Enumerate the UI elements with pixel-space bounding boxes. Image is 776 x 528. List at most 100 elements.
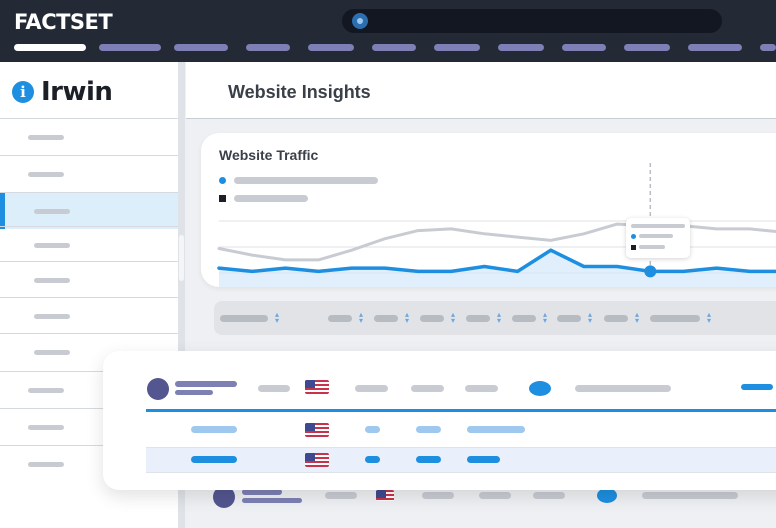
results-table-card [103, 351, 776, 490]
highlight-point [644, 265, 657, 278]
sidebar-item-label [34, 209, 70, 214]
nav-tab[interactable] [562, 44, 606, 51]
legend-label [234, 194, 308, 202]
column-header[interactable] [420, 315, 444, 322]
column-header[interactable] [220, 315, 268, 322]
row-cell [642, 492, 738, 499]
row-cell [325, 492, 357, 499]
row-subtitle [242, 498, 302, 503]
nav-tab[interactable] [99, 44, 161, 51]
series-line [217, 222, 776, 262]
sort-icon[interactable]: ▴ ▾ [707, 310, 712, 325]
sort-icon[interactable]: ▴ ▾ [588, 310, 593, 325]
avatar [147, 378, 169, 400]
row-cell [575, 385, 671, 392]
row-cell [465, 385, 498, 392]
search-icon[interactable] [352, 13, 368, 29]
column-header[interactable] [512, 315, 536, 322]
legend-swatch [219, 194, 226, 202]
status-badge [597, 488, 617, 503]
row-cell [191, 456, 237, 463]
row-cell [411, 385, 444, 392]
sidebar-item-label [34, 314, 70, 319]
row-cell [422, 492, 454, 499]
sidebar-scrollbar[interactable] [178, 62, 185, 528]
nav-tab[interactable] [246, 44, 290, 51]
sidebar-item[interactable] [0, 408, 180, 445]
row-action[interactable] [741, 384, 773, 390]
us-flag-icon [305, 423, 329, 437]
main-header: Website Insights [186, 62, 776, 118]
sidebar-item[interactable] [0, 118, 180, 155]
row-name [242, 489, 282, 495]
sort-icon[interactable]: ▴ ▾ [497, 310, 502, 325]
brand-name: Irwin [41, 77, 113, 107]
sort-icon[interactable]: ▴ ▾ [359, 310, 364, 325]
column-header[interactable] [328, 315, 352, 322]
nav-tab[interactable] [434, 44, 480, 51]
sidebar-item[interactable] [0, 155, 180, 192]
sidebar: i Irwin [0, 62, 180, 528]
row-cell [479, 492, 511, 499]
sort-icon[interactable]: ▴ ▾ [543, 310, 548, 325]
sidebar-item-label [34, 243, 70, 248]
row-cell [365, 456, 380, 463]
nav-tab[interactable] [372, 44, 416, 51]
nav-tab[interactable] [624, 44, 670, 51]
sidebar-item-label [28, 388, 64, 393]
sort-icon[interactable]: ▴ ▾ [635, 310, 640, 325]
sidebar-item-label [28, 425, 64, 430]
column-header[interactable] [650, 315, 700, 322]
tooltip-swatch [631, 234, 636, 239]
top-bar: FACTSET [0, 0, 776, 62]
scrollbar-thumb[interactable] [179, 235, 184, 281]
nav-tab[interactable] [760, 44, 776, 51]
sidebar-item[interactable] [0, 297, 180, 334]
info-icon: i [12, 81, 34, 103]
sort-icon[interactable]: ▴ ▾ [275, 310, 280, 325]
sidebar-item[interactable] [0, 333, 180, 370]
sidebar-item[interactable] [0, 261, 180, 298]
nav-tab-active[interactable] [14, 44, 86, 51]
legend-item[interactable] [219, 193, 308, 203]
sidebar-item[interactable] [0, 226, 180, 263]
sidebar-item[interactable] [0, 371, 180, 408]
row-cell [258, 385, 290, 392]
chart-tooltip [626, 218, 690, 258]
column-header[interactable] [466, 315, 490, 322]
column-header[interactable] [604, 315, 628, 322]
column-header[interactable] [374, 315, 398, 322]
legend-item[interactable] [219, 175, 378, 185]
sidebar-item[interactable] [0, 445, 180, 482]
nav-tab[interactable] [688, 44, 742, 51]
divider [186, 118, 776, 119]
column-header[interactable] [557, 315, 581, 322]
row-cell [355, 385, 388, 392]
nav-tab[interactable] [308, 44, 354, 51]
factset-logo[interactable]: FACTSET [14, 10, 113, 34]
us-flag-icon [376, 490, 394, 501]
row-selection-line [146, 409, 776, 412]
avatar [213, 486, 235, 508]
row-subtitle [175, 390, 213, 395]
row-divider [146, 447, 776, 448]
sidebar-item-label [28, 172, 64, 177]
sidebar-item-label [34, 278, 70, 283]
table-row-highlight [146, 448, 776, 472]
row-cell [416, 456, 441, 463]
legend-swatch [219, 176, 226, 184]
nav-tab[interactable] [174, 44, 228, 51]
tooltip-value [639, 245, 665, 249]
sidebar-item-label [28, 462, 64, 467]
sort-icon[interactable]: ▴ ▾ [405, 310, 410, 325]
search-input[interactable] [342, 9, 722, 33]
series-line [217, 248, 776, 274]
legend-label [234, 176, 378, 184]
brand[interactable]: i Irwin [12, 76, 113, 108]
nav-tab[interactable] [498, 44, 544, 51]
page-title: Website Insights [228, 82, 371, 102]
row-cell [467, 426, 525, 433]
sort-icon[interactable]: ▴ ▾ [451, 310, 456, 325]
sidebar-item-active[interactable] [0, 192, 180, 229]
row-divider [146, 472, 776, 473]
